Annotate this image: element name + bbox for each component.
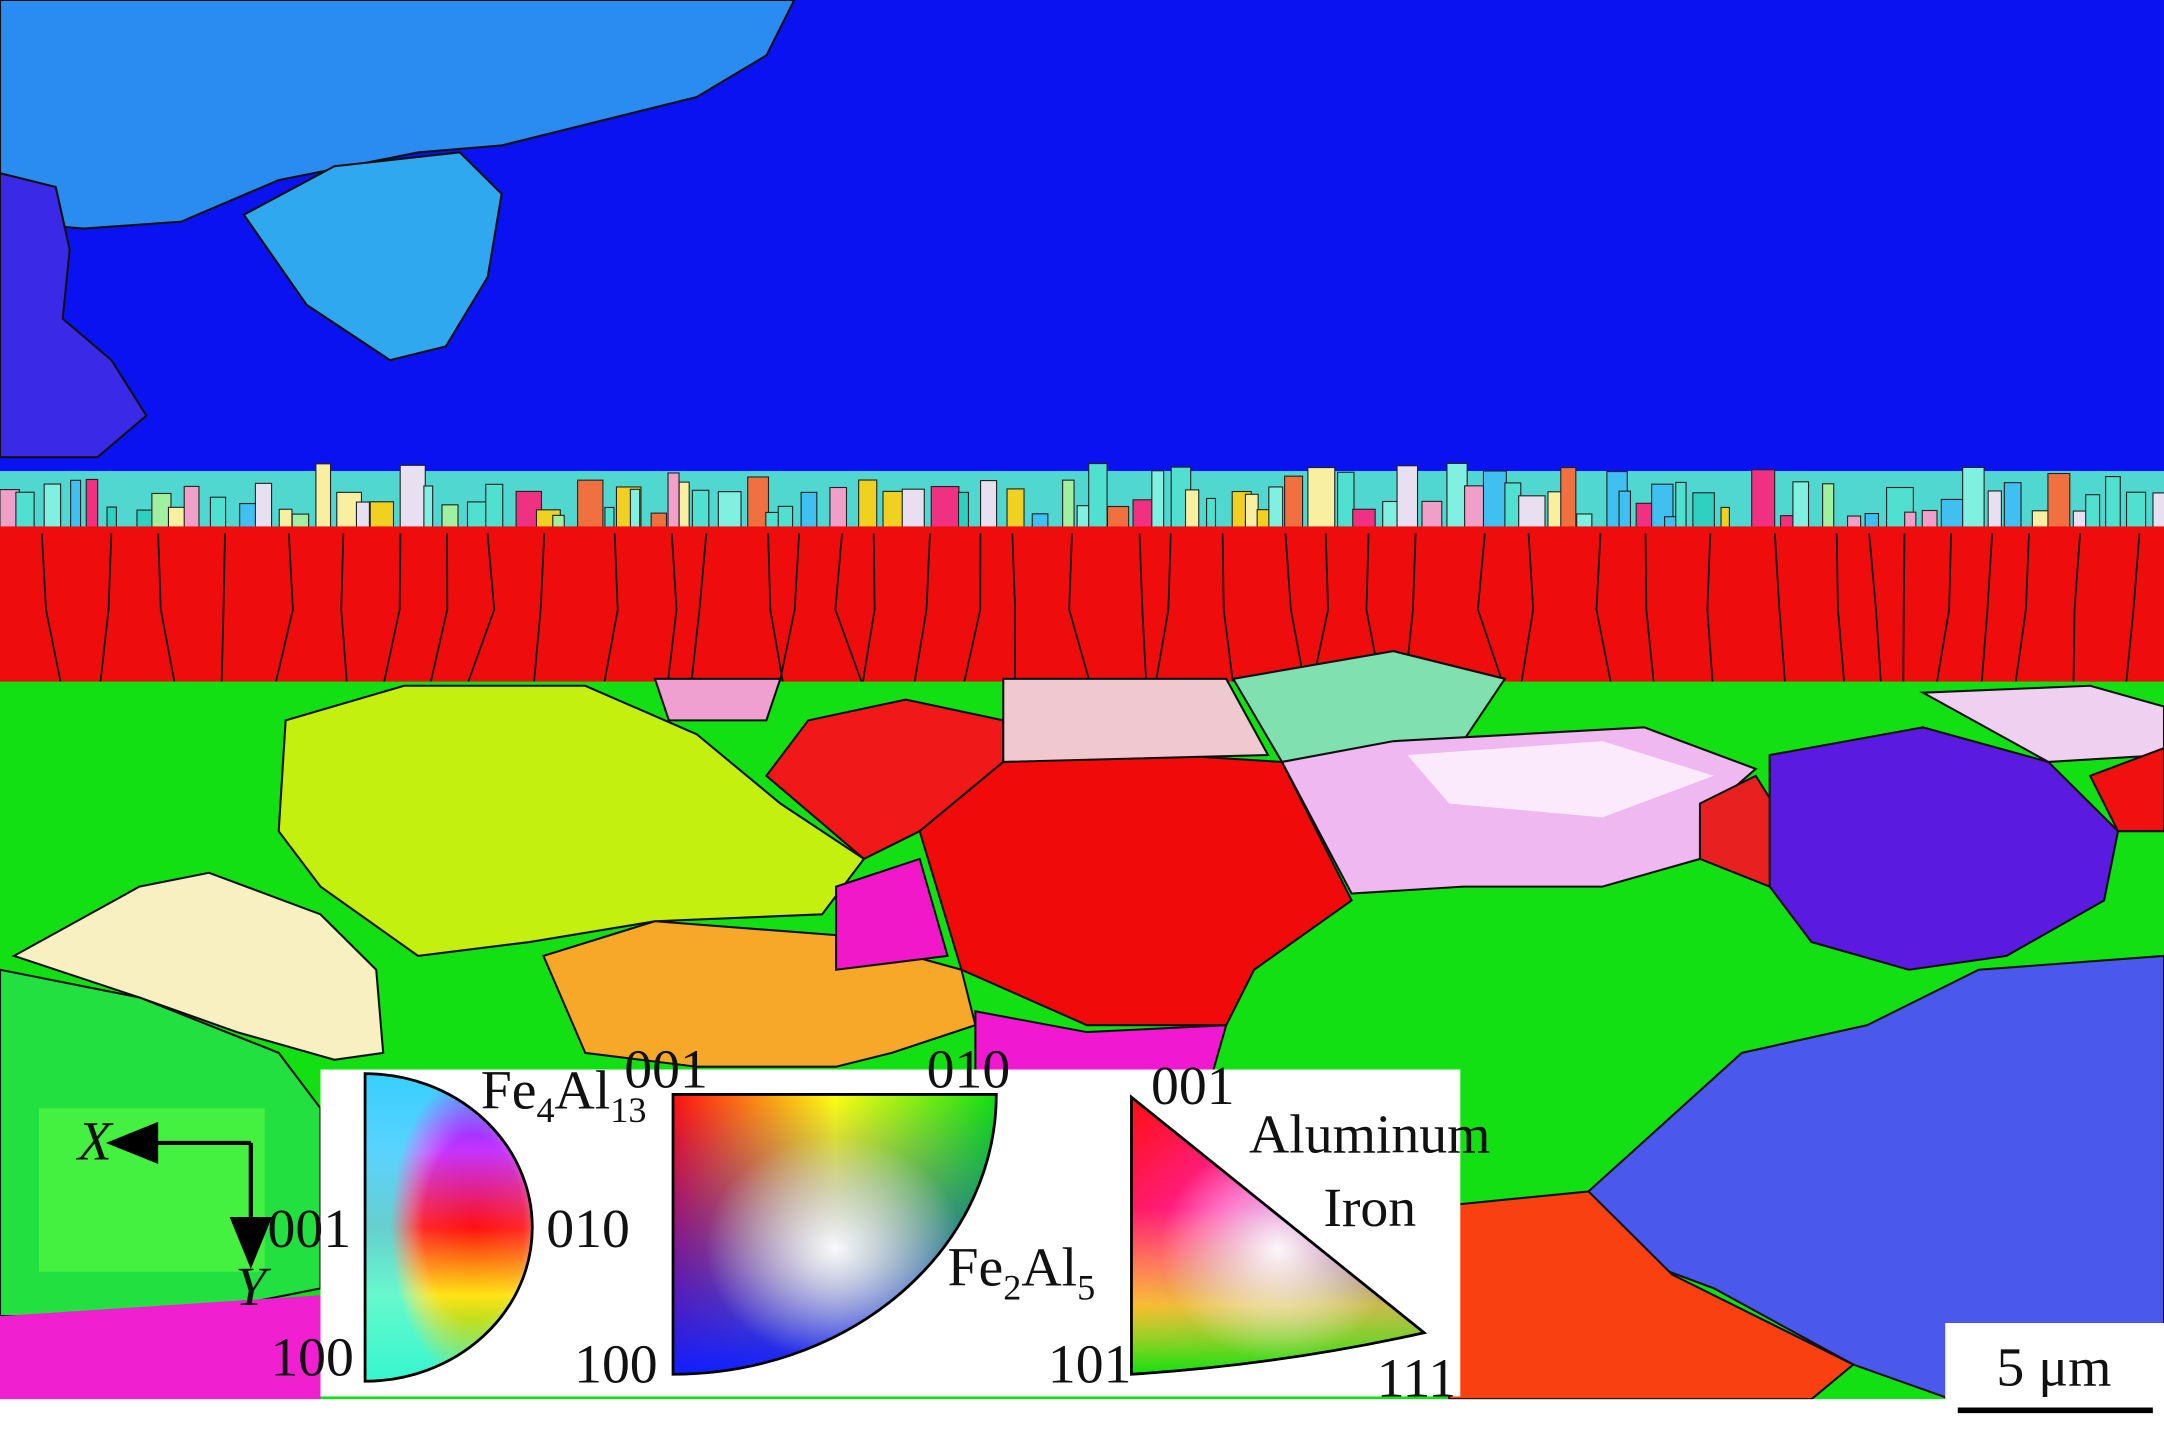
grain [0,1295,321,1400]
pole-label: 010 [546,1198,630,1260]
grain-boundary [1311,533,1329,686]
grain-boundary [220,533,226,686]
scale-bar-label: 5 μm [1996,1336,2111,1398]
grain [1768,726,2120,971]
grain [1231,650,1507,764]
grain [1587,954,2164,1401]
grain-boundary [99,533,113,686]
phase-label: Fe2Al5 [948,1237,1096,1308]
key-outline [363,1072,534,1383]
grain-boundary [1520,533,1535,686]
grain-boundary [40,533,63,686]
grain [277,684,866,957]
phase-label: Iron [1323,1177,1416,1239]
grain [1002,677,1270,764]
pole-label: 010 [927,1039,1011,1101]
grain [242,151,503,362]
grain-boundary [1835,533,1846,686]
grain-boundary [666,533,678,686]
x-axis-label: X [76,1111,114,1173]
fine-grain [1088,462,1108,539]
grain-boundary [1221,533,1235,686]
pole-label: 100 [574,1334,658,1396]
columnar-boundaries [40,533,2141,687]
grain-boundary [913,533,931,686]
pole-label: 001 [624,1039,708,1101]
grain-boundary [2072,533,2082,686]
phase-label: Aluminum [1249,1104,1490,1166]
fine-grain [399,464,426,539]
margin [0,1399,2164,1438]
key-cubic [1130,1094,1428,1376]
phase-label: Fe4Al13 [481,1059,647,1130]
grain-boundary [532,533,546,686]
pole-label: 001 [268,1198,352,1260]
grain-boundary [465,533,496,687]
y-arrowhead [229,1217,273,1269]
pole-label: 100 [270,1327,354,1389]
grain-boundary [962,533,982,686]
grain-boundary [1935,533,1952,686]
grain-boundary [778,533,801,686]
grain-boundary [690,533,708,686]
grain [0,172,148,459]
grain-boundary [1138,533,1148,686]
grain-boundary [428,533,449,686]
grain [1919,684,2164,764]
grain-boundary [1644,533,1655,686]
grain [1448,1190,1856,1401]
pole-label: 111 [1377,1348,1456,1410]
columnar-band [0,526,2164,686]
grain [0,0,796,230]
grain-boundary [1868,533,1883,686]
x-arrowhead [105,1121,159,1165]
grain-boundary [861,533,876,686]
grain-boundary [1595,533,1613,686]
grain-boundary [1980,533,1994,686]
grain-boundary [1476,533,1505,687]
axis-triad [105,1121,273,1269]
grain [835,857,949,971]
grain-boundary [1284,533,1306,686]
key-outline [671,1093,998,1376]
grain [653,677,782,722]
pole-label: 001 [1151,1055,1235,1117]
pole-label: 101 [1048,1334,1132,1396]
grain-boundary [1068,533,1092,686]
grain [11,871,385,1061]
grain-boundary [382,533,402,686]
grain-boundary [340,533,349,686]
grain-highlight [1407,741,1714,818]
grain-boundary [2014,533,2030,686]
grain-boundary [1902,533,1906,686]
y-axis-label: Y [235,1256,271,1318]
grain-boundary [1154,533,1172,686]
grain [974,1010,1228,1075]
scale-bar-background [1945,1323,2164,1438]
fine-grain [1307,467,1336,539]
key-orthorhombic [671,1093,998,1376]
grain-boundary [1773,533,1787,686]
grain-boundary [157,533,177,686]
grain-boundary [274,533,294,686]
grain-boundary [602,533,619,686]
grain-boundary [2125,533,2141,686]
grain-boundary [1706,533,1714,686]
key-hexagonal [363,1072,534,1383]
grain-boundary [767,533,785,686]
grain-boundary [834,533,864,687]
key-outline [1130,1094,1428,1376]
grain-boundary [1011,533,1017,686]
grain [2088,746,2164,833]
